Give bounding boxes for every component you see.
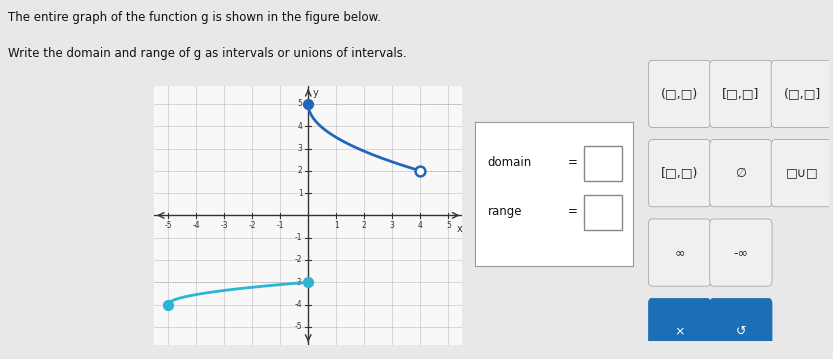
Point: [302, 279, 315, 285]
FancyBboxPatch shape: [584, 195, 622, 230]
Text: 3: 3: [297, 144, 302, 153]
Text: ∅: ∅: [736, 167, 746, 180]
Text: -1: -1: [277, 221, 284, 230]
Text: (□,□): (□,□): [661, 87, 698, 101]
FancyBboxPatch shape: [771, 140, 833, 207]
Text: =: =: [568, 205, 578, 218]
Text: -4: -4: [295, 300, 302, 309]
Text: ×: ×: [674, 325, 685, 339]
Text: 5: 5: [446, 221, 451, 230]
FancyBboxPatch shape: [584, 146, 622, 181]
FancyBboxPatch shape: [710, 219, 772, 286]
FancyBboxPatch shape: [710, 298, 772, 359]
Text: Write the domain and range of g as intervals or unions of intervals.: Write the domain and range of g as inter…: [8, 47, 407, 60]
Text: [□,□): [□,□): [661, 167, 698, 180]
Text: -2: -2: [248, 221, 256, 230]
Text: ∞: ∞: [674, 246, 685, 259]
Text: The entire graph of the function g is shown in the figure below.: The entire graph of the function g is sh…: [8, 11, 382, 24]
Text: -∞: -∞: [733, 246, 748, 259]
FancyBboxPatch shape: [648, 219, 711, 286]
Point: [414, 168, 427, 174]
FancyBboxPatch shape: [648, 60, 711, 127]
Text: x: x: [456, 224, 462, 234]
Text: 2: 2: [298, 166, 302, 175]
Text: 1: 1: [298, 188, 302, 197]
Text: domain: domain: [487, 156, 531, 169]
Text: 1: 1: [334, 221, 338, 230]
Point: [162, 302, 175, 307]
FancyBboxPatch shape: [710, 140, 772, 207]
FancyBboxPatch shape: [771, 60, 833, 127]
Text: range: range: [487, 205, 522, 218]
Text: 2: 2: [362, 221, 367, 230]
Text: -5: -5: [295, 322, 302, 331]
Text: □∪□: □∪□: [786, 167, 819, 180]
Text: 3: 3: [390, 221, 395, 230]
Point: [302, 101, 315, 107]
Text: -3: -3: [221, 221, 228, 230]
FancyBboxPatch shape: [648, 140, 711, 207]
FancyBboxPatch shape: [648, 298, 711, 359]
Text: 4: 4: [418, 221, 422, 230]
Text: y: y: [312, 88, 318, 98]
Text: 5: 5: [297, 99, 302, 108]
Text: =: =: [568, 156, 578, 169]
Text: -1: -1: [295, 233, 302, 242]
Text: -3: -3: [295, 278, 302, 287]
Text: 4: 4: [297, 122, 302, 131]
Text: (□,□]: (□,□]: [784, 87, 821, 101]
FancyBboxPatch shape: [710, 60, 772, 127]
Text: -5: -5: [164, 221, 172, 230]
Text: [□,□]: [□,□]: [722, 87, 760, 101]
Text: ↺: ↺: [736, 325, 746, 339]
Text: -4: -4: [192, 221, 200, 230]
Text: -2: -2: [295, 256, 302, 265]
